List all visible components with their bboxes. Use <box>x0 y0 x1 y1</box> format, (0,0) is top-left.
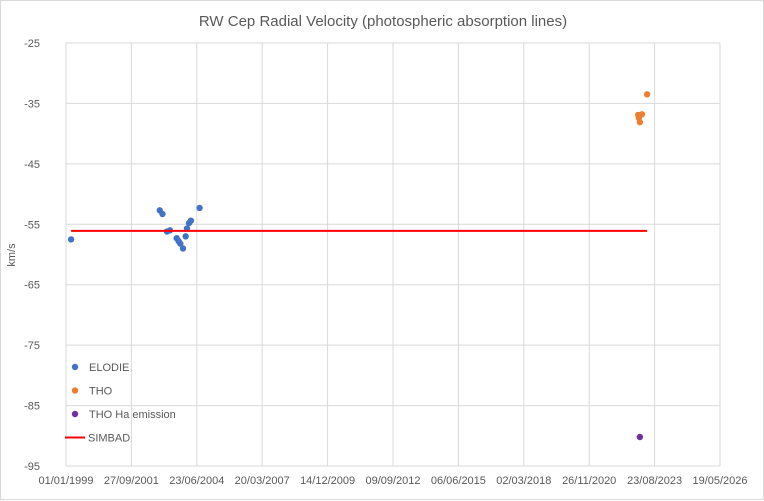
legend-label: THO <box>89 386 113 398</box>
data-point <box>182 233 189 240</box>
x-tick-label: 26/11/2020 <box>562 475 616 487</box>
legend-label: THO Ha emission <box>89 409 176 421</box>
chart-title: RW Cep Radial Velocity (photospheric abs… <box>199 13 567 30</box>
legend-swatch <box>71 387 79 394</box>
data-point <box>67 236 75 243</box>
x-tick-label: 23/06/2004 <box>169 475 224 487</box>
gridlines <box>65 42 721 467</box>
data-point <box>196 204 203 212</box>
x-tick-label: 01/01/1999 <box>38 475 93 487</box>
y-tick-label: -45 <box>24 159 40 171</box>
data-point <box>177 240 184 247</box>
data-point <box>187 217 195 224</box>
x-tick-label: 20/03/2007 <box>235 475 290 487</box>
y-tick-label: -85 <box>24 401 40 413</box>
tick-labels: -25 -35 -45 -55 -65 -75 -85 -95 01/01/1999 27/09/… <box>24 38 747 487</box>
y-tick-label: -55 <box>24 219 40 231</box>
legend-swatch <box>71 363 79 371</box>
data-point <box>643 91 651 98</box>
y-tick-label: -25 <box>24 38 40 50</box>
data-point <box>159 210 166 218</box>
legend-item: THO Ha emission <box>71 409 176 421</box>
legend-item: ELODIE <box>71 362 129 374</box>
legend-item: THO <box>71 386 113 398</box>
legend-swatch <box>71 410 79 418</box>
y-tick-label: -75 <box>24 340 40 352</box>
x-tick-label: 09/09/2012 <box>365 475 420 487</box>
y-tick-label: -95 <box>24 461 40 473</box>
x-tick-label: 27/09/2001 <box>104 475 159 487</box>
x-tick-label: 19/05/2026 <box>692 475 747 487</box>
x-tick-label: 23/08/2023 <box>627 475 682 487</box>
x-tick-label: 02/03/2018 <box>496 475 551 487</box>
data-point <box>179 245 187 252</box>
series-elodie <box>67 204 203 252</box>
data-point <box>636 118 644 126</box>
x-tick-label: 14/12/2009 <box>300 475 355 487</box>
series-tho <box>634 91 651 126</box>
legend-item: SIMBAD <box>65 433 130 445</box>
x-tick-label: 06/06/2015 <box>431 475 486 487</box>
series-layer <box>67 91 651 441</box>
series-tho-ha-emission <box>636 433 644 441</box>
legend: ELODIE THO THO Ha emission SIMBAD <box>65 362 176 445</box>
data-point <box>638 111 646 118</box>
y-axis-label: km/s <box>6 243 18 267</box>
y-tick-label: -65 <box>24 280 40 292</box>
legend-label: ELODIE <box>89 362 129 374</box>
legend-label: SIMBAD <box>88 433 130 445</box>
data-point <box>636 433 644 441</box>
y-tick-label: -35 <box>24 98 40 110</box>
